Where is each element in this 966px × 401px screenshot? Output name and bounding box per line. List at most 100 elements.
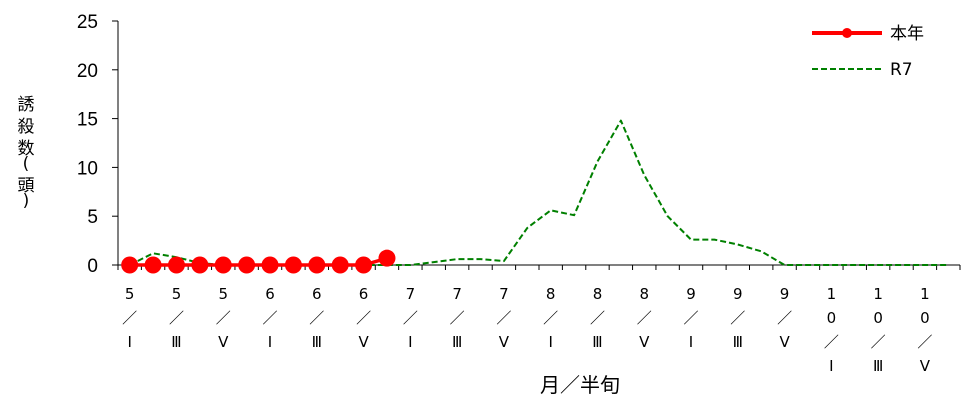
legend-label: 本年 — [890, 24, 924, 44]
x-tick-label: 7 ／ Ⅰ — [403, 285, 418, 351]
x-tick-label: 7 ／ Ⅲ — [450, 285, 465, 351]
x-tick-label-line: 8 — [639, 285, 649, 303]
x-tick-label-line: ／ — [590, 309, 605, 327]
data-point — [144, 256, 162, 274]
x-tick-label-line: Ⅰ — [127, 333, 131, 351]
data-point — [214, 256, 232, 274]
x-tick-label-line: ／ — [309, 309, 324, 327]
y-axis-label-char: 殺 — [18, 117, 35, 137]
x-tick-label: 8 ／ Ⅴ — [637, 285, 652, 351]
y-axis-label-char: 誘 — [18, 95, 35, 115]
x-tick-label-line: Ⅲ — [873, 357, 883, 375]
x-tick-label-line: 0 — [920, 309, 930, 327]
data-point — [121, 256, 139, 274]
x-tick-label-line: 9 — [780, 285, 790, 303]
x-tick-label-line: 6 — [359, 285, 369, 303]
legend: 本年 R7 — [812, 24, 924, 80]
x-tick-label: 5 ／ Ⅰ — [122, 285, 137, 351]
x-tick-label-line: Ⅰ — [408, 333, 412, 351]
x-tick-label-line: Ⅴ — [920, 357, 931, 375]
y-axis-label-char: ( — [23, 154, 30, 174]
x-tick-label-line: Ⅰ — [268, 333, 272, 351]
x-tick-label: 9 ／ Ⅴ — [777, 285, 792, 351]
x-tick-label-line: Ⅲ — [452, 333, 462, 351]
x-tick-label-line: Ⅴ — [779, 333, 790, 351]
x-tick-label-line: 9 — [733, 285, 743, 303]
x-tick-label: 5 ／ Ⅲ — [169, 285, 184, 351]
series-line — [129, 119, 949, 266]
legend-label: R7 — [890, 60, 913, 80]
x-tick-label: 9 ／ Ⅰ — [684, 285, 699, 351]
data-point — [167, 256, 185, 274]
axes — [117, 21, 960, 266]
y-axis-label-char: ) — [23, 191, 30, 211]
x-tick-label-line: ／ — [122, 309, 137, 327]
x-tick-label-line: 1 — [827, 285, 837, 303]
x-tick-label-line: 5 — [172, 285, 182, 303]
x-tick-label: 6 ／ Ⅴ — [356, 285, 371, 351]
y-tick-label: 15 — [77, 110, 98, 131]
legend-marker — [842, 28, 852, 38]
x-tick-label: 1 0 ／ Ⅰ — [824, 285, 839, 375]
x-tick-label-line: Ⅴ — [218, 333, 229, 351]
x-tick-label-line: 1 — [920, 285, 930, 303]
x-tick-label-line: ／ — [496, 309, 511, 327]
x-tick-label: 5 ／ Ⅴ — [216, 285, 231, 351]
y-tick-label: 20 — [77, 61, 98, 82]
x-tick-label-line: 8 — [546, 285, 556, 303]
x-tick-label: 9 ／ Ⅲ — [730, 285, 745, 351]
x-tick-label-line: 7 — [406, 285, 416, 303]
x-tick-label-line: ／ — [263, 309, 278, 327]
data-point — [308, 256, 326, 274]
x-tick-label-line: ／ — [169, 309, 184, 327]
y-tick-label: 25 — [77, 12, 98, 33]
x-tick-label: 8 ／ Ⅰ — [543, 285, 558, 351]
series-layer — [121, 119, 949, 274]
x-tick-label-line: Ⅲ — [312, 333, 322, 351]
x-tick-label-line: ／ — [356, 309, 371, 327]
x-tick-label-line: ／ — [637, 309, 652, 327]
x-tick-label-line: Ⅲ — [592, 333, 602, 351]
data-point — [331, 256, 349, 274]
x-tick-label: 7 ／ Ⅴ — [496, 285, 511, 351]
x-tick-label-line: 0 — [827, 309, 837, 327]
x-tick-label-line: Ⅴ — [499, 333, 510, 351]
x-tick-label: 8 ／ Ⅲ — [590, 285, 605, 351]
y-tick-label: 0 — [87, 256, 98, 277]
x-tick-label-line: ／ — [684, 309, 699, 327]
data-point — [378, 249, 396, 267]
x-tick-label-line: Ⅰ — [548, 333, 552, 351]
x-tick-label-line: 0 — [873, 309, 883, 327]
x-tick-label-line: ／ — [824, 333, 839, 351]
x-tick-label-line: 7 — [452, 285, 462, 303]
x-tick-label: 6 ／ Ⅲ — [309, 285, 324, 351]
x-tick-label: 1 0 ／ Ⅴ — [917, 285, 932, 375]
x-tick-label-line: ／ — [403, 309, 418, 327]
x-tick-label-line: Ⅲ — [171, 333, 181, 351]
data-point — [355, 256, 373, 274]
x-tick-label-line: 7 — [499, 285, 509, 303]
y-tick-label: 10 — [77, 158, 98, 179]
y-tick-label: 5 — [87, 207, 98, 228]
data-point — [261, 256, 279, 274]
x-tick-label-line: ／ — [450, 309, 465, 327]
x-tick-label-line: 1 — [873, 285, 883, 303]
x-tick-label-line: ／ — [917, 333, 932, 351]
data-point — [238, 256, 256, 274]
x-tick-label-line: 8 — [593, 285, 603, 303]
x-tick-label: 1 0 ／ Ⅲ — [871, 285, 886, 375]
x-tick-label-line: Ⅰ — [829, 357, 833, 375]
x-tick-label-line: ／ — [777, 309, 792, 327]
y-axis-label: 誘殺数(頭) — [18, 95, 35, 211]
x-tick-label-line: Ⅰ — [689, 333, 693, 351]
y-ticks: 0 5 10 15 20 25 — [77, 12, 118, 277]
x-tick-label-line: ／ — [216, 309, 231, 327]
x-tick-label-line: ／ — [730, 309, 745, 327]
x-tick-label-line: 5 — [125, 285, 135, 303]
x-tick-label-line: Ⅴ — [639, 333, 650, 351]
y-axis-label-char: 頭 — [18, 176, 35, 196]
x-tick-label-line: 9 — [686, 285, 696, 303]
x-tick-label-line: 6 — [312, 285, 322, 303]
x-tick-label-line: Ⅴ — [358, 333, 369, 351]
